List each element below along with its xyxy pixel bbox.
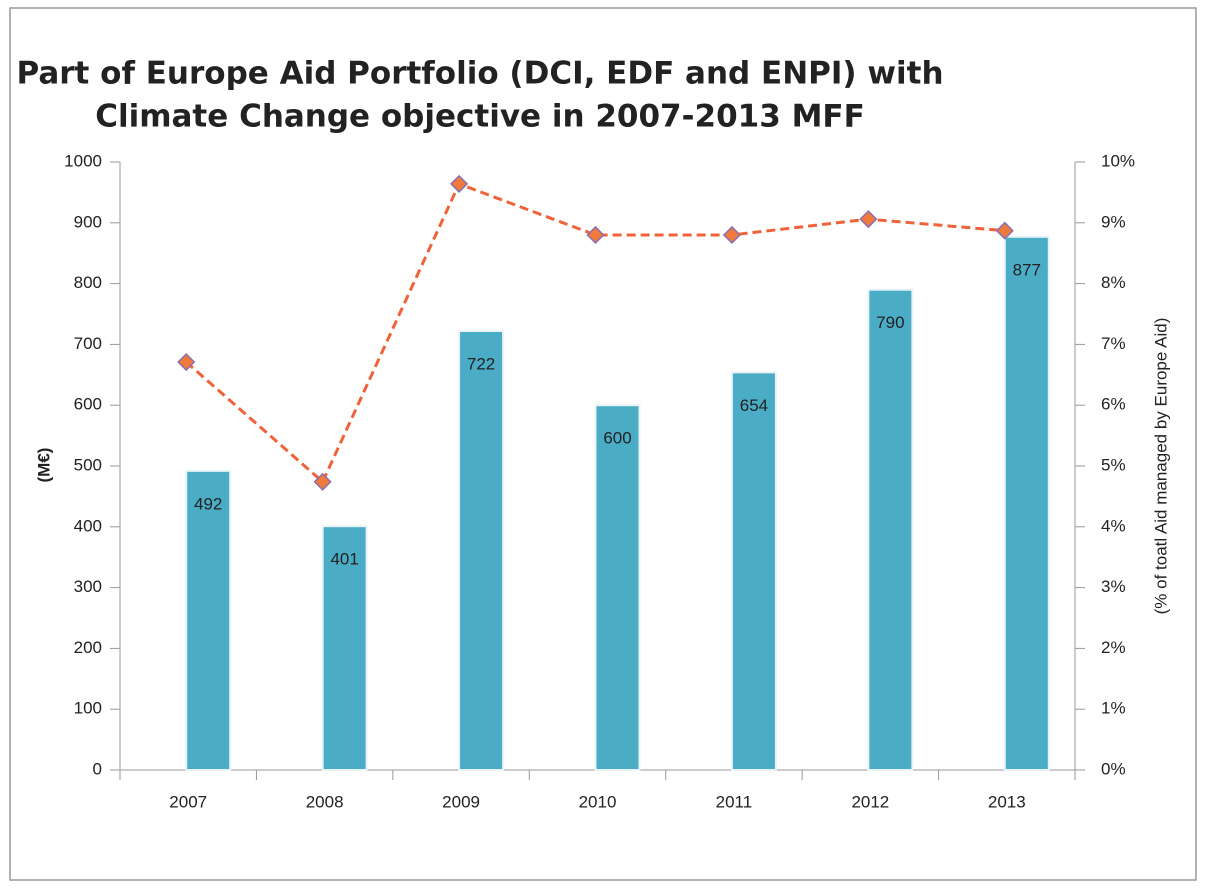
x-tick-label: 2008: [306, 792, 344, 811]
y-tick-label: 0: [93, 759, 102, 778]
x-tick-label: 2011: [716, 792, 753, 811]
bar: [458, 330, 505, 771]
y2-tick-label: 8%: [1101, 273, 1126, 292]
bar: [594, 404, 641, 771]
x-tick-label: 2013: [988, 792, 1026, 811]
bar: [185, 469, 232, 771]
y2-tick-label: 9%: [1101, 212, 1126, 231]
y2-axis-label: (% of toatl Aid managed by Europe Aid): [1151, 318, 1170, 615]
chart-title: Climate Change objective in 2007-2013 MF…: [95, 99, 865, 135]
chart-title: Part of Europe Aid Portfolio (DCI, EDF a…: [16, 56, 943, 92]
x-tick-label: 2009: [442, 792, 480, 811]
bar: [321, 525, 368, 772]
y2-tick-label: 3%: [1101, 577, 1126, 596]
data-label: 600: [603, 429, 631, 448]
y-tick-label: 500: [74, 455, 102, 474]
line-marker: [722, 225, 741, 245]
bar: [1003, 235, 1050, 771]
data-label: 722: [467, 355, 495, 374]
data-label: 492: [194, 494, 222, 513]
y2-tick-label: 5%: [1101, 455, 1126, 474]
y2-tick-label: 10%: [1101, 151, 1135, 170]
y2-tick-label: 6%: [1101, 395, 1126, 414]
y2-tick-label: 0%: [1101, 759, 1126, 778]
x-tick-label: 2012: [851, 792, 889, 811]
data-label: 654: [740, 396, 768, 415]
y-tick-label: 600: [74, 395, 102, 414]
y-tick-label: 400: [74, 516, 102, 535]
line-marker: [995, 221, 1014, 240]
y-axis-label: (M€): [34, 448, 53, 483]
y-tick-label: 900: [74, 212, 102, 231]
line-marker: [313, 472, 332, 491]
y2-tick-label: 4%: [1101, 516, 1126, 535]
data-label: 790: [876, 313, 904, 332]
line-marker: [177, 352, 196, 372]
line-marker: [450, 174, 469, 193]
y2-tick-label: 2%: [1101, 638, 1126, 657]
bar: [730, 371, 777, 771]
y-tick-label: 700: [74, 334, 102, 353]
y-tick-label: 200: [74, 638, 102, 657]
y-tick-label: 800: [74, 273, 102, 292]
line-marker: [586, 225, 605, 245]
y-tick-label: 100: [74, 699, 102, 718]
data-label: 401: [330, 550, 358, 569]
y-tick-label: 300: [74, 577, 102, 596]
y-tick-label: 1000: [64, 151, 102, 170]
x-tick-label: 2010: [579, 792, 617, 811]
bar: [867, 288, 914, 771]
data-label: 877: [1013, 260, 1041, 279]
x-tick-label: 2007: [169, 792, 207, 811]
y2-tick-label: 1%: [1101, 699, 1126, 718]
y2-tick-label: 7%: [1101, 334, 1126, 353]
line-marker: [859, 210, 878, 229]
